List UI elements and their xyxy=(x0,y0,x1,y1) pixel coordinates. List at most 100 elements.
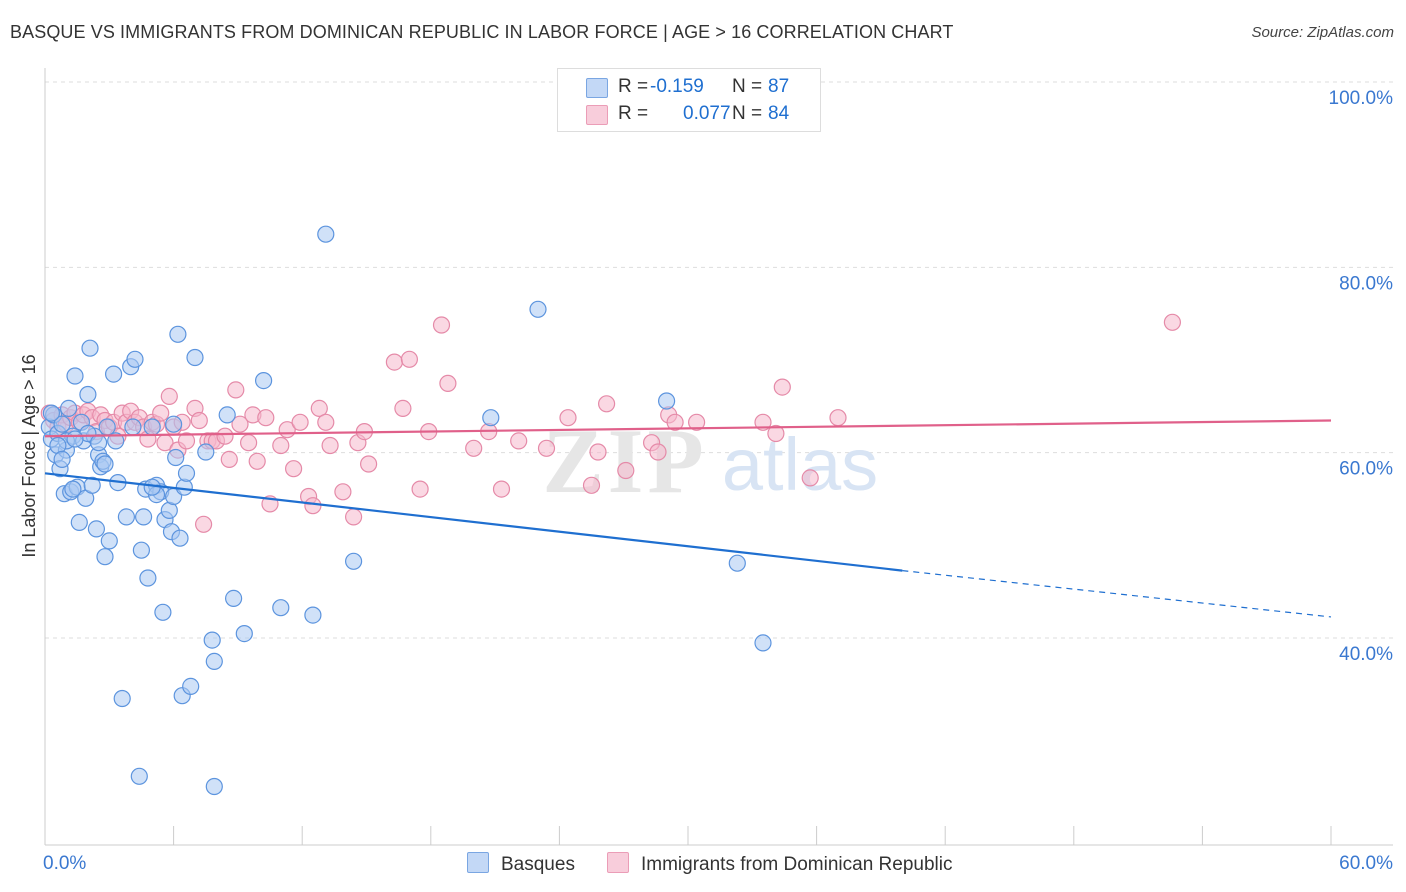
dominican-point xyxy=(334,483,352,501)
dominican-swatch xyxy=(586,105,608,125)
basques-point xyxy=(64,480,82,498)
basques-point xyxy=(177,464,196,482)
basques-point xyxy=(113,689,131,708)
basques-point xyxy=(205,777,223,796)
dominican-point xyxy=(190,411,208,430)
dominican-point xyxy=(285,460,303,478)
dominican-point xyxy=(321,436,339,455)
basques-point xyxy=(66,367,84,385)
trend-lines xyxy=(44,419,1332,618)
dominican-trend-line xyxy=(44,419,1332,438)
dominican-point xyxy=(492,480,511,498)
x-tick-label: 0.0% xyxy=(43,853,86,874)
watermark-atlas: atlas xyxy=(722,423,878,506)
basques-point xyxy=(70,513,88,532)
y-axis-label: In Labor Force | Age > 16 xyxy=(19,354,39,557)
dominican-point xyxy=(220,450,238,468)
dominican-point xyxy=(465,439,483,457)
basques-point xyxy=(132,541,150,559)
basques-point xyxy=(205,652,223,671)
dominican-point xyxy=(687,413,706,431)
dominican-point xyxy=(801,469,819,487)
dominican-point xyxy=(649,443,667,461)
x-tick-label: 60.0% xyxy=(1339,853,1393,874)
basques-point xyxy=(345,552,363,570)
basques-point xyxy=(218,406,236,424)
dominican-legend-label: Immigrants from Dominican Republic xyxy=(641,854,953,875)
dominican-point xyxy=(240,434,258,452)
dominican-point xyxy=(291,413,309,431)
dominican-point xyxy=(589,443,607,461)
basques-point xyxy=(135,508,153,526)
basques-point xyxy=(96,455,114,473)
basques-point xyxy=(104,365,123,383)
basques-point xyxy=(79,385,97,404)
basques-point xyxy=(117,508,136,526)
dominican-point xyxy=(317,413,335,431)
basques-point xyxy=(165,415,183,433)
basques-point xyxy=(304,606,322,624)
basques-swatch xyxy=(586,78,608,98)
dominican-legend-swatch xyxy=(607,852,629,873)
dominican-point xyxy=(582,476,601,494)
basques-point xyxy=(53,450,71,468)
y-tick-label: 100.0% xyxy=(1329,88,1394,109)
r-label: R = xyxy=(618,76,649,97)
dominican-point xyxy=(400,350,418,368)
basques-point xyxy=(89,434,108,452)
basques-point xyxy=(529,300,547,318)
basques-point xyxy=(197,443,215,461)
r-value: -0.159 xyxy=(650,76,704,97)
basques-point xyxy=(53,415,71,433)
basques-point xyxy=(728,554,746,572)
dominican-point xyxy=(829,409,847,427)
axes: 100.0% 80.0% 60.0% 40.0% 0.0% 60.0% xyxy=(43,68,1393,874)
dominican-point xyxy=(767,424,785,443)
gridlines xyxy=(45,81,1393,639)
basques-point xyxy=(83,476,101,494)
dominican-point xyxy=(248,452,266,470)
basques-point xyxy=(272,599,290,617)
basques-legend-swatch xyxy=(467,852,489,873)
basques-point xyxy=(657,392,676,410)
basques-point xyxy=(317,225,335,243)
dominican-point xyxy=(411,480,429,498)
basques-point xyxy=(126,350,144,368)
basques-point xyxy=(42,404,61,422)
y-tick-label: 80.0% xyxy=(1339,273,1393,294)
bottom-legend-dominican: Immigrants from Dominican Republic xyxy=(607,852,953,876)
dominican-point xyxy=(439,374,457,392)
chart-title: BASQUE VS IMMIGRANTS FROM DOMINICAN REPU… xyxy=(10,22,954,42)
dominican-point xyxy=(345,508,363,526)
dominican-point xyxy=(227,381,245,399)
dominican-point xyxy=(152,404,170,422)
basques-point xyxy=(87,520,106,538)
basques-point xyxy=(754,634,772,652)
dominican-point xyxy=(195,515,213,533)
n-label: N = xyxy=(732,76,763,97)
n-value: 87 xyxy=(768,76,790,97)
y-tick-label: 40.0% xyxy=(1339,644,1393,665)
dominican-point xyxy=(559,409,577,427)
basques-point xyxy=(59,399,78,417)
dominican-point xyxy=(257,409,275,427)
dominican-point xyxy=(160,387,178,405)
dominican-point xyxy=(272,436,290,455)
dominican-point xyxy=(394,399,412,417)
basques-legend-label: Basques xyxy=(501,854,575,875)
basques-point xyxy=(167,448,185,467)
dominican-point xyxy=(231,415,249,433)
basques-point xyxy=(139,569,157,587)
basques-point xyxy=(482,409,500,427)
dominican-point xyxy=(537,439,556,457)
n-label: N = xyxy=(732,103,763,124)
basques-point xyxy=(169,325,187,343)
r-value: 0.077 xyxy=(683,103,731,124)
basques-point xyxy=(255,372,273,390)
basques-point xyxy=(235,624,253,643)
basques-point xyxy=(203,631,221,649)
basques-point xyxy=(98,418,116,436)
n-value: 84 xyxy=(768,103,790,124)
dominican-point xyxy=(177,432,196,450)
